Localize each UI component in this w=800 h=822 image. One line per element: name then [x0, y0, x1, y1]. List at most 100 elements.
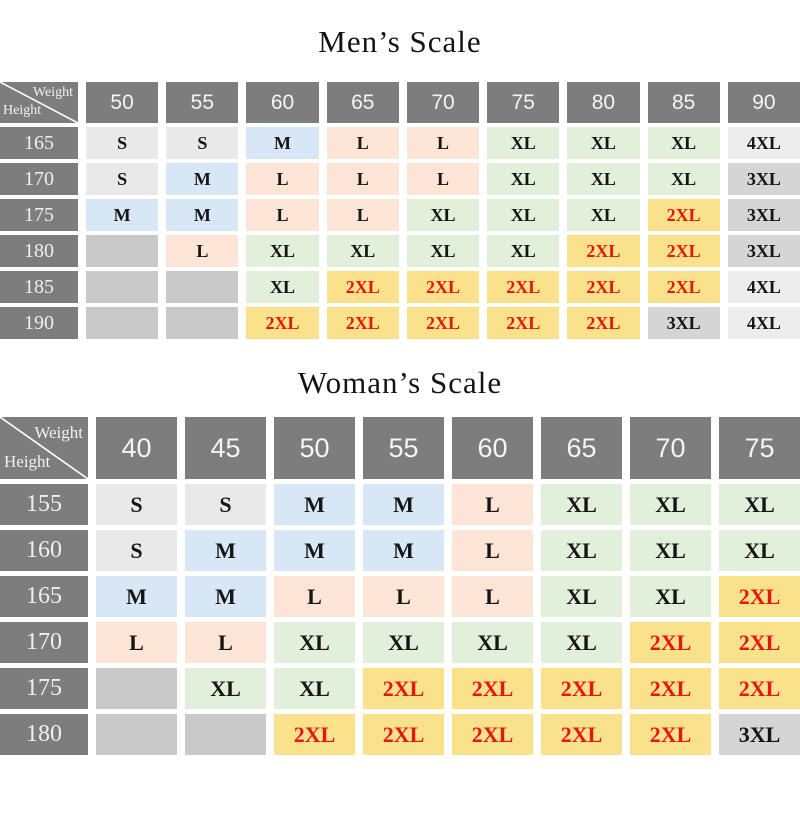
- size-cell: XL: [274, 668, 355, 709]
- diagonal-divider-line: [0, 417, 88, 479]
- size-cell: M: [86, 199, 159, 231]
- size-cell: 4XL: [727, 307, 800, 339]
- weight-header-cell: 70: [406, 82, 480, 123]
- size-cell: XL: [452, 622, 533, 663]
- size-cell: 2XL: [647, 235, 720, 267]
- size-cell: 3XL: [727, 163, 800, 195]
- weight-header-cell: 60: [246, 82, 319, 123]
- size-cell: 2XL: [406, 307, 480, 339]
- size-cell: XL: [647, 127, 720, 159]
- height-header-cell: 160: [0, 530, 88, 571]
- size-cell: M: [274, 484, 355, 525]
- empty-cell: [166, 307, 239, 339]
- height-header-cell: 155: [0, 484, 88, 525]
- size-cell: XL: [630, 530, 711, 571]
- size-cell: XL: [567, 199, 640, 231]
- size-cell: 2XL: [647, 199, 720, 231]
- empty-cell: [86, 235, 159, 267]
- size-cell: 3XL: [719, 714, 800, 755]
- weight-header-cell: 75: [487, 82, 560, 123]
- size-cell: M: [96, 576, 177, 617]
- size-cell: 2XL: [452, 714, 533, 755]
- size-cell: S: [185, 484, 266, 525]
- size-cell: 4XL: [727, 127, 800, 159]
- size-cell: 3XL: [647, 307, 720, 339]
- size-cell: XL: [541, 622, 622, 663]
- size-cell: XL: [246, 235, 319, 267]
- size-cell: 3XL: [727, 199, 800, 231]
- size-cell: L: [246, 199, 319, 231]
- size-cell: 2XL: [719, 576, 800, 617]
- size-cell: 2XL: [630, 622, 711, 663]
- height-header-cell: 185: [0, 271, 78, 303]
- size-cell: 2XL: [567, 271, 640, 303]
- weight-header-cell: 65: [541, 417, 622, 479]
- height-header-cell: 175: [0, 199, 78, 231]
- height-header-cell: 180: [0, 714, 88, 755]
- empty-cell: [96, 668, 177, 709]
- size-cell: 2XL: [363, 668, 444, 709]
- empty-cell: [166, 271, 239, 303]
- size-cell: XL: [406, 199, 480, 231]
- size-cell: 2XL: [363, 714, 444, 755]
- size-cell: M: [274, 530, 355, 571]
- size-cell: XL: [567, 163, 640, 195]
- size-cell: XL: [541, 576, 622, 617]
- size-cell: L: [452, 576, 533, 617]
- size-cell: XL: [630, 484, 711, 525]
- size-cell: M: [166, 163, 239, 195]
- weight-header-cell: 60: [452, 417, 533, 479]
- height-header-cell: 165: [0, 127, 78, 159]
- weight-label: Weight: [32, 85, 73, 100]
- weight-header-cell: 65: [326, 82, 399, 123]
- size-cell: L: [326, 127, 399, 159]
- weight-header-cell: 45: [185, 417, 266, 479]
- size-cell: 2XL: [274, 714, 355, 755]
- size-cell: 2XL: [567, 235, 640, 267]
- size-cell: 2XL: [406, 271, 480, 303]
- size-cell: 2XL: [326, 307, 399, 339]
- size-cell: XL: [487, 199, 560, 231]
- size-cell: XL: [487, 235, 560, 267]
- weight-header-cell: 85: [647, 82, 720, 123]
- size-cell: S: [96, 530, 177, 571]
- height-header-cell: 175: [0, 668, 88, 709]
- weight-height-corner-cell: Weight Height: [0, 82, 78, 123]
- size-cell: M: [185, 530, 266, 571]
- height-label: Height: [4, 452, 51, 471]
- weight-header-cell: 50: [274, 417, 355, 479]
- size-cell: M: [185, 576, 266, 617]
- size-cell: 2XL: [326, 271, 399, 303]
- weight-label: Weight: [34, 423, 83, 442]
- size-cell: XL: [487, 163, 560, 195]
- size-cell: L: [274, 576, 355, 617]
- size-cell: XL: [487, 127, 560, 159]
- mens-size-table: Weight Height 50 55 60 65 70 75 80 85 90 165 S S M L L XL…: [0, 82, 800, 339]
- size-cell: L: [185, 622, 266, 663]
- mens-scale-title: Men’s Scale: [318, 24, 482, 59]
- diagonal-divider-line: [0, 82, 78, 123]
- size-cell: 2XL: [630, 714, 711, 755]
- size-cell: 2XL: [630, 668, 711, 709]
- height-header-cell: 170: [0, 163, 78, 195]
- size-cell: 2XL: [487, 307, 560, 339]
- weight-header-cell: 55: [363, 417, 444, 479]
- weight-height-corner-cell: Weight Height: [0, 417, 88, 479]
- size-cell: 2XL: [647, 271, 720, 303]
- size-cell: S: [166, 127, 239, 159]
- size-cell: L: [452, 484, 533, 525]
- size-cell: XL: [567, 127, 640, 159]
- size-cell: XL: [274, 622, 355, 663]
- size-cell: 2XL: [452, 668, 533, 709]
- size-cell: M: [363, 530, 444, 571]
- size-cell: S: [86, 163, 159, 195]
- size-cell: L: [363, 576, 444, 617]
- size-cell: 2XL: [541, 668, 622, 709]
- size-cell: L: [166, 235, 239, 267]
- size-cell: 2XL: [487, 271, 560, 303]
- size-cell: 2XL: [567, 307, 640, 339]
- size-cell: XL: [326, 235, 399, 267]
- size-cell: L: [326, 199, 399, 231]
- height-header-cell: 170: [0, 622, 88, 663]
- size-cell: L: [246, 163, 319, 195]
